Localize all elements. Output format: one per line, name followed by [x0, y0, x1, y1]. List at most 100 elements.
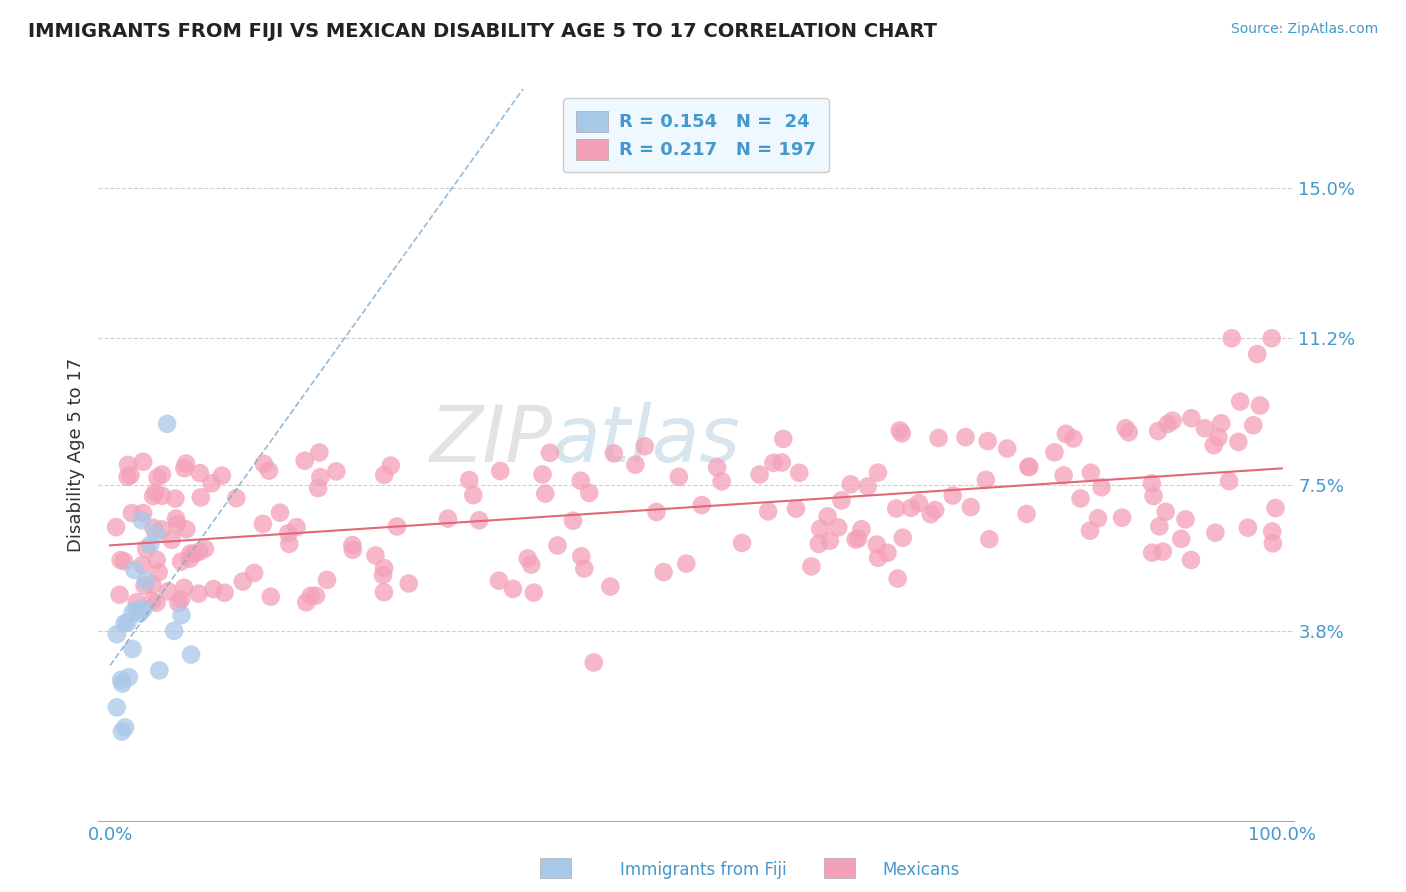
- Point: [201, 476, 224, 491]
- Point: [876, 546, 898, 560]
- Point: [562, 514, 585, 528]
- Point: [1052, 468, 1074, 483]
- Point: [309, 470, 332, 484]
- Point: [1229, 394, 1251, 409]
- Point: [299, 589, 322, 603]
- Point: [145, 526, 167, 541]
- Point: [924, 503, 946, 517]
- Point: [1140, 476, 1163, 491]
- Point: [868, 550, 890, 565]
- Point: [148, 566, 170, 580]
- Point: [1118, 425, 1140, 440]
- Point: [891, 531, 914, 545]
- Point: [305, 589, 328, 603]
- Point: [105, 627, 128, 641]
- Point: [110, 553, 132, 567]
- Point: [489, 464, 512, 478]
- Point: [827, 520, 849, 534]
- Point: [866, 466, 889, 480]
- Point: [167, 596, 190, 610]
- Point: [188, 545, 211, 559]
- Point: [488, 574, 510, 588]
- Point: [166, 516, 188, 531]
- Point: [668, 470, 690, 484]
- Point: [817, 509, 839, 524]
- Point: [145, 553, 167, 567]
- Point: [1018, 459, 1040, 474]
- Point: [1227, 434, 1250, 449]
- Point: [117, 615, 139, 630]
- Point: [569, 549, 592, 564]
- Point: [325, 464, 347, 478]
- Point: [148, 664, 170, 678]
- Point: [187, 586, 209, 600]
- Point: [150, 522, 173, 536]
- Point: [523, 585, 546, 599]
- Point: [1152, 544, 1174, 558]
- Point: [131, 558, 153, 572]
- Point: [1087, 511, 1109, 525]
- Point: [1017, 459, 1039, 474]
- Point: [257, 464, 280, 478]
- Point: [1154, 505, 1177, 519]
- Point: [105, 520, 128, 534]
- Point: [398, 576, 420, 591]
- Point: [1211, 417, 1233, 431]
- Point: [1157, 417, 1180, 431]
- Point: [121, 642, 143, 657]
- Point: [889, 424, 911, 438]
- Point: [1174, 512, 1197, 526]
- Point: [121, 506, 143, 520]
- Point: [1241, 418, 1264, 433]
- Point: [1015, 507, 1038, 521]
- Bar: [540, 858, 571, 878]
- Point: [808, 522, 831, 536]
- Point: [866, 538, 889, 552]
- Point: [1161, 414, 1184, 428]
- Point: [176, 522, 198, 536]
- Point: [624, 458, 647, 472]
- Point: [134, 579, 156, 593]
- Point: [165, 491, 187, 506]
- Point: [1180, 553, 1202, 567]
- Point: [371, 568, 394, 582]
- Point: [128, 607, 150, 621]
- Point: [787, 466, 810, 480]
- Point: [516, 551, 538, 566]
- Point: [118, 670, 141, 684]
- Point: [183, 547, 205, 561]
- Point: [807, 537, 830, 551]
- Point: [1062, 432, 1084, 446]
- Point: [458, 473, 481, 487]
- Point: [163, 624, 186, 638]
- Point: [252, 516, 274, 531]
- Point: [920, 507, 942, 521]
- Point: [373, 467, 395, 482]
- Text: Source: ZipAtlas.com: Source: ZipAtlas.com: [1230, 22, 1378, 37]
- Point: [253, 457, 276, 471]
- Point: [1264, 501, 1286, 516]
- Point: [463, 488, 485, 502]
- Point: [165, 511, 187, 525]
- Point: [145, 485, 167, 500]
- Text: Immigrants from Fiji: Immigrants from Fiji: [620, 861, 786, 879]
- Point: [125, 603, 148, 617]
- Point: [890, 426, 912, 441]
- Point: [135, 574, 157, 589]
- Point: [886, 572, 908, 586]
- Point: [111, 676, 134, 690]
- Point: [1180, 411, 1202, 425]
- Point: [652, 565, 675, 579]
- Point: [170, 592, 193, 607]
- Point: [120, 468, 142, 483]
- Point: [1142, 489, 1164, 503]
- Point: [979, 532, 1001, 546]
- Point: [710, 475, 733, 489]
- Point: [1261, 524, 1284, 539]
- Point: [132, 601, 155, 615]
- Point: [995, 442, 1018, 456]
- Point: [884, 501, 907, 516]
- Point: [243, 566, 266, 580]
- Point: [110, 673, 132, 687]
- Point: [188, 466, 211, 480]
